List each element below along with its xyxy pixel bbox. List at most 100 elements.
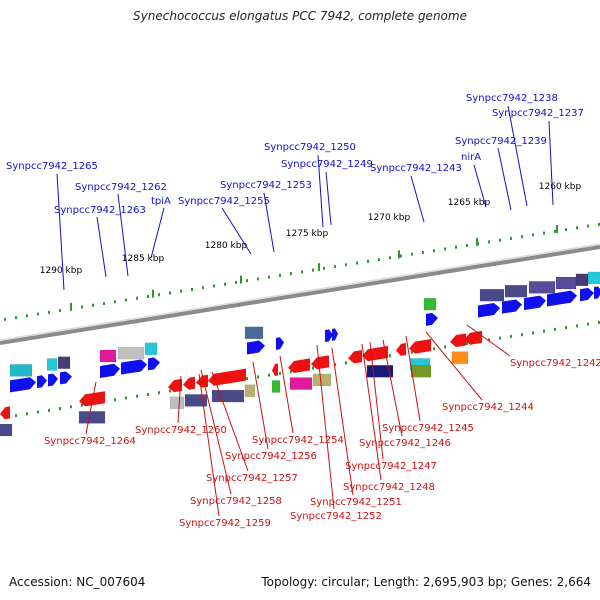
reverse-gene-arrow [409,339,431,354]
forward-gene-arrow [580,287,594,302]
kbp-label: 1270 kbp [368,213,411,223]
track-dot [169,291,171,295]
track-dot [565,326,567,330]
label-leader [466,324,511,357]
gene-box [144,342,158,356]
reverse-gene-arrow [208,368,246,386]
track-dot [400,254,402,258]
forward-gene-arrow [594,286,600,299]
gene-label[interactable]: Synpcc7942_1254 [252,435,344,446]
track-dot [587,322,589,326]
gene-label[interactable]: Synpcc7942_1249 [281,159,373,170]
genome-backbone [0,243,600,345]
label-leader [221,207,252,255]
track-dot [158,391,160,395]
track-dot [334,265,336,269]
topology-text: Topology: circular; Length: 2,695,903 bp… [261,575,591,589]
track-dot [378,258,380,262]
gene-label[interactable]: Synpcc7942_1260 [135,425,227,436]
kbp-tick [240,275,242,284]
track-dot [510,334,512,338]
label-leader [497,147,512,211]
gene-label[interactable]: Synpcc7942_1252 [290,511,382,522]
kbp-label: 1275 kbp [286,229,329,239]
gene-label[interactable]: Synpcc7942_1239 [455,136,547,147]
track-dot [367,259,369,263]
gene-label[interactable]: Synpcc7942_1245 [382,423,474,434]
kbp-label: 1280 kbp [205,241,248,251]
forward-gene-arrow [276,337,284,350]
gene-label[interactable]: Synpcc7942_1265 [6,161,98,172]
track-dot [125,396,127,400]
gene-label[interactable]: Synpcc7942_1259 [179,518,271,529]
label-leader [361,343,382,481]
kbp-tick [398,250,400,259]
gene-box [528,281,556,294]
reverse-gene-arrow [311,355,329,370]
gene-label[interactable]: Synpcc7942_1263 [54,205,146,216]
gene-box [184,394,208,407]
gene-label[interactable]: Synpcc7942_1251 [310,497,402,508]
gene-label[interactable]: Synpcc7942_1237 [492,108,584,119]
track-dot [510,236,512,240]
gene-label[interactable]: Synpcc7942_1246 [359,438,451,449]
track-dot [279,371,281,375]
track-dot [422,250,424,254]
gene-label[interactable]: Synpcc7942_1262 [75,182,167,193]
gene-label[interactable]: Synpcc7942_1247 [345,461,437,472]
forward-gene-arrow [426,312,438,326]
track-dot [59,407,61,411]
track-dot [521,235,523,239]
track-dot [37,312,39,316]
gene-label[interactable]: Synpcc7942_1257 [206,473,298,484]
track-dot [345,263,347,267]
gene-label[interactable]: Synpcc7942_1243 [370,163,462,174]
track-dot [103,302,105,306]
gene-label[interactable]: Synpcc7942_1250 [264,142,356,153]
gene-label[interactable]: Synpcc7942_1264 [44,436,136,447]
gene-label[interactable]: Synpcc7942_1244 [442,402,534,413]
forward-gene-arrow [524,295,546,311]
track-dot [70,405,72,409]
gene-label[interactable]: Synpcc7942_1255 [178,196,270,207]
kbp-tick [556,225,558,234]
label-leader [177,375,182,424]
track-dot [235,280,237,284]
label-leader [200,369,232,495]
track-dot [169,389,171,393]
gene-label[interactable]: Synpcc7942_1242 [510,358,600,369]
gene-label[interactable]: Synpcc7942_1258 [190,496,282,507]
track-dot [26,314,28,318]
gene-box [451,351,469,364]
track-dot [48,408,50,412]
gene-label[interactable]: Synpcc7942_1238 [466,93,558,104]
backbone-highlight [0,243,600,341]
accession-text: Accession: NC_007604 [9,575,146,589]
forward-gene-arrow [247,340,265,355]
gene-label[interactable]: Synpcc7942_1256 [225,451,317,462]
track-dot [301,270,303,274]
gene-box [78,411,106,424]
reverse-labels: Synpcc7942_1242 Synpcc7942_1244 Synpcc79… [44,358,600,529]
forward-labels: Synpcc7942_1238 Synpcc7942_1237 Synpcc79… [6,93,584,216]
track-dot [15,414,17,418]
track-dot [59,309,61,313]
forward-gene-arrow [60,371,72,385]
reverse-gene-arrow [396,343,406,356]
gene-label[interactable]: nirA [461,152,481,163]
gene-box [169,396,185,410]
label-leader [405,335,421,422]
kbp-label: 1290 kbp [40,266,83,276]
label-leader [507,105,528,207]
track-dot [158,293,160,297]
gene-label[interactable]: Synpcc7942_1248 [343,482,435,493]
track-dot [136,296,138,300]
forward-gene-arrow [48,373,58,387]
track-dot [554,327,556,331]
gene-box [271,380,281,393]
track-dot [224,282,226,286]
gene-label[interactable]: Synpcc7942_1253 [220,180,312,191]
gene-box [587,271,600,285]
gene-label[interactable]: tpiA [151,196,171,207]
